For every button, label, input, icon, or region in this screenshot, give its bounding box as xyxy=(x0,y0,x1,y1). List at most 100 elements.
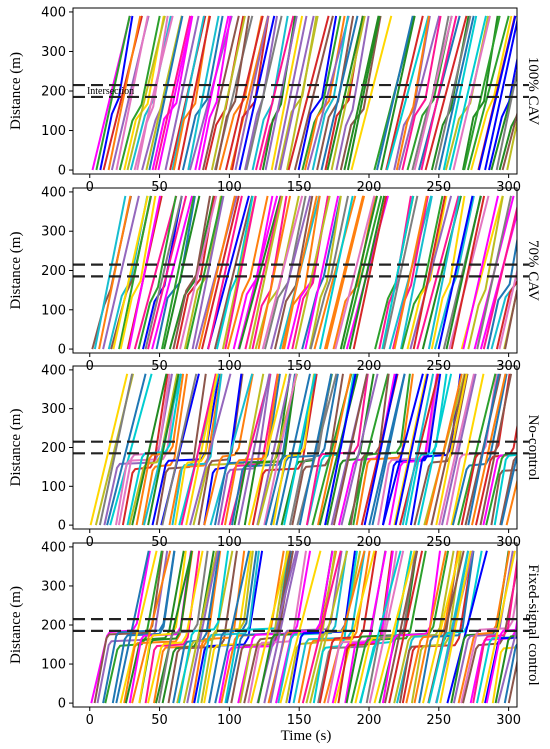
y-tick-label: 0 xyxy=(58,697,66,712)
y-tick-label: 100 xyxy=(41,480,66,495)
vehicle-trajectory xyxy=(317,373,352,526)
vehicle-trajectory xyxy=(224,195,257,350)
vehicle-trajectory xyxy=(275,550,334,704)
vehicle-trajectory xyxy=(446,550,488,704)
trajectories xyxy=(91,195,517,350)
vehicle-trajectory xyxy=(467,195,504,350)
vehicle-trajectory xyxy=(335,15,370,171)
vehicle-trajectory xyxy=(89,373,129,526)
vehicle-trajectory xyxy=(382,373,424,526)
vehicle-trajectory xyxy=(491,646,517,704)
panel-label: No-control xyxy=(525,415,541,481)
vehicle-trajectory xyxy=(281,195,318,350)
vehicle-trajectory xyxy=(157,15,193,171)
vehicle-trajectory xyxy=(272,373,315,526)
vehicle-trajectory xyxy=(484,17,517,171)
vehicle-trajectory xyxy=(201,195,240,350)
vehicle-trajectory xyxy=(136,15,169,171)
vehicle-trajectory xyxy=(95,15,131,171)
vehicle-trajectory xyxy=(270,195,312,350)
vehicle-trajectory xyxy=(346,15,381,171)
vehicle-trajectory xyxy=(385,15,424,171)
vehicle-trajectory xyxy=(301,195,342,350)
vehicle-trajectory xyxy=(466,15,510,171)
x-tick-label: 150 xyxy=(287,713,312,728)
vehicle-trajectory xyxy=(460,373,511,526)
vehicle-trajectory xyxy=(155,550,193,704)
vehicle-trajectory xyxy=(352,195,388,350)
vehicle-trajectory xyxy=(460,588,517,704)
vehicle-trajectory xyxy=(412,195,446,350)
vehicle-trajectory xyxy=(96,550,169,704)
vehicle-trajectory xyxy=(141,373,188,526)
vehicle-trajectory xyxy=(326,550,398,704)
vehicle-trajectory xyxy=(382,195,419,350)
panel-2: 0 50 100 150 200 250 3000100200300400Distance … xyxy=(8,185,541,374)
vehicle-trajectory xyxy=(323,195,365,350)
vehicle-trajectory xyxy=(138,550,187,704)
vehicle-trajectory xyxy=(326,373,375,526)
vehicle-trajectory xyxy=(109,373,153,526)
vehicle-trajectory xyxy=(381,195,414,350)
y-axis-label: Distance (m) xyxy=(8,586,24,664)
vehicle-trajectory xyxy=(263,373,298,526)
vehicle-trajectory xyxy=(430,195,466,350)
y-tick-label: 300 xyxy=(41,402,66,417)
vehicle-trajectory xyxy=(98,195,132,350)
vehicle-trajectory xyxy=(333,550,376,704)
vehicle-trajectory xyxy=(93,195,127,350)
vehicle-trajectory xyxy=(316,15,355,171)
vehicle-trajectory xyxy=(275,373,311,526)
vehicle-trajectory xyxy=(102,195,140,350)
vehicle-trajectory xyxy=(309,195,349,350)
vehicle-trajectory xyxy=(490,469,517,526)
y-tick-label: 100 xyxy=(41,303,66,318)
vehicle-trajectory xyxy=(168,195,215,350)
vehicle-trajectory xyxy=(401,195,444,350)
vehicle-trajectory xyxy=(214,550,250,704)
vehicle-trajectory xyxy=(448,15,487,171)
vehicle-trajectory xyxy=(501,110,517,171)
vehicle-trajectory xyxy=(339,195,379,350)
vehicle-trajectory xyxy=(98,373,134,526)
vehicle-trajectory xyxy=(416,195,460,350)
vehicle-trajectory xyxy=(451,373,508,526)
vehicle-trajectory xyxy=(505,477,517,526)
vehicle-trajectory xyxy=(488,55,517,171)
vehicle-trajectory xyxy=(386,15,430,171)
vehicle-trajectory xyxy=(306,15,350,171)
vehicle-trajectory xyxy=(400,195,433,350)
vehicle-trajectory xyxy=(430,373,467,526)
vehicle-trajectory xyxy=(472,555,517,704)
vehicle-trajectory xyxy=(410,550,462,704)
vehicle-trajectory xyxy=(147,550,204,704)
vehicle-trajectory xyxy=(177,15,212,171)
vehicle-trajectory xyxy=(393,373,428,526)
vehicle-trajectory xyxy=(325,195,366,350)
y-tick-label: 400 xyxy=(41,185,66,200)
vehicle-trajectory xyxy=(368,550,405,704)
panel-label: 70% CAV xyxy=(525,240,541,301)
y-tick-label: 300 xyxy=(41,579,66,594)
vehicle-trajectory xyxy=(274,15,308,171)
vehicle-trajectory xyxy=(133,195,178,350)
vehicle-trajectory xyxy=(131,550,172,704)
vehicle-trajectory xyxy=(255,15,295,171)
vehicle-trajectory xyxy=(133,15,174,171)
vehicle-trajectory xyxy=(405,550,460,704)
vehicle-trajectory xyxy=(417,373,453,526)
vehicle-trajectory xyxy=(247,373,288,526)
vehicle-trajectory xyxy=(107,15,142,171)
vehicle-trajectory xyxy=(401,373,435,526)
vehicle-trajectory xyxy=(439,550,472,704)
vehicle-trajectory xyxy=(213,195,254,350)
vehicle-trajectory xyxy=(207,195,243,350)
vehicle-trajectory xyxy=(119,195,157,350)
vehicle-trajectory xyxy=(452,550,514,704)
x-tick-label: 0 xyxy=(86,713,94,728)
vehicle-trajectory xyxy=(115,550,150,704)
vehicle-trajectory xyxy=(198,15,232,171)
vehicle-trajectory xyxy=(106,373,147,526)
vehicle-trajectory xyxy=(365,550,417,704)
